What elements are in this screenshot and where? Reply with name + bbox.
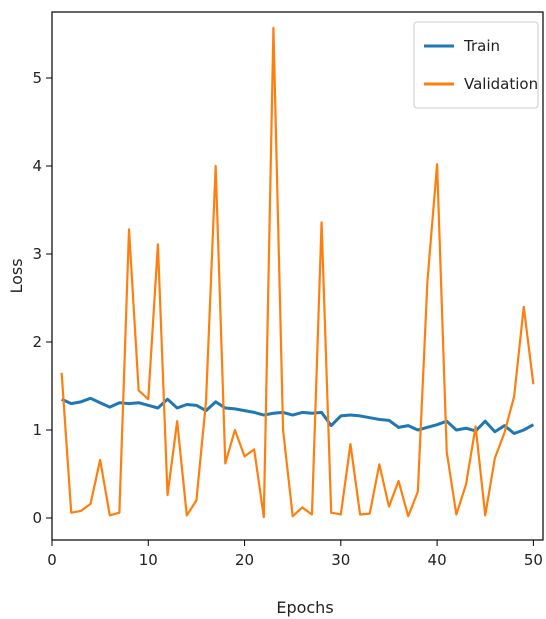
y-tick-label: 0	[32, 509, 42, 527]
series-lines	[60, 26, 535, 519]
legend-label-train: Train	[463, 37, 500, 55]
legend-label-validation: Validation	[464, 75, 538, 93]
y-tick-label: 4	[32, 157, 42, 175]
series-line-train	[61, 396, 535, 436]
y-axis-ticks: 0 1 2 3 4 5	[32, 69, 52, 527]
y-tick-label: 3	[32, 245, 42, 263]
x-tick-label: 20	[235, 551, 254, 569]
legend-box	[413, 21, 539, 109]
x-axis-ticks: 0 10 20 30 40 50	[47, 540, 543, 569]
y-axis-label: Loss	[7, 258, 26, 293]
y-tick-label: 5	[32, 69, 42, 87]
x-axis-label: Epochs	[276, 598, 333, 617]
x-tick-label: 30	[331, 551, 350, 569]
x-tick-label: 40	[428, 551, 447, 569]
x-tick-label: 10	[139, 551, 158, 569]
x-tick-label: 50	[524, 551, 543, 569]
series-line-validation	[60, 26, 535, 519]
x-tick-label: 0	[47, 551, 57, 569]
y-tick-label: 2	[32, 333, 42, 351]
y-tick-label: 1	[32, 421, 42, 439]
legend: Train Validation	[413, 21, 539, 109]
